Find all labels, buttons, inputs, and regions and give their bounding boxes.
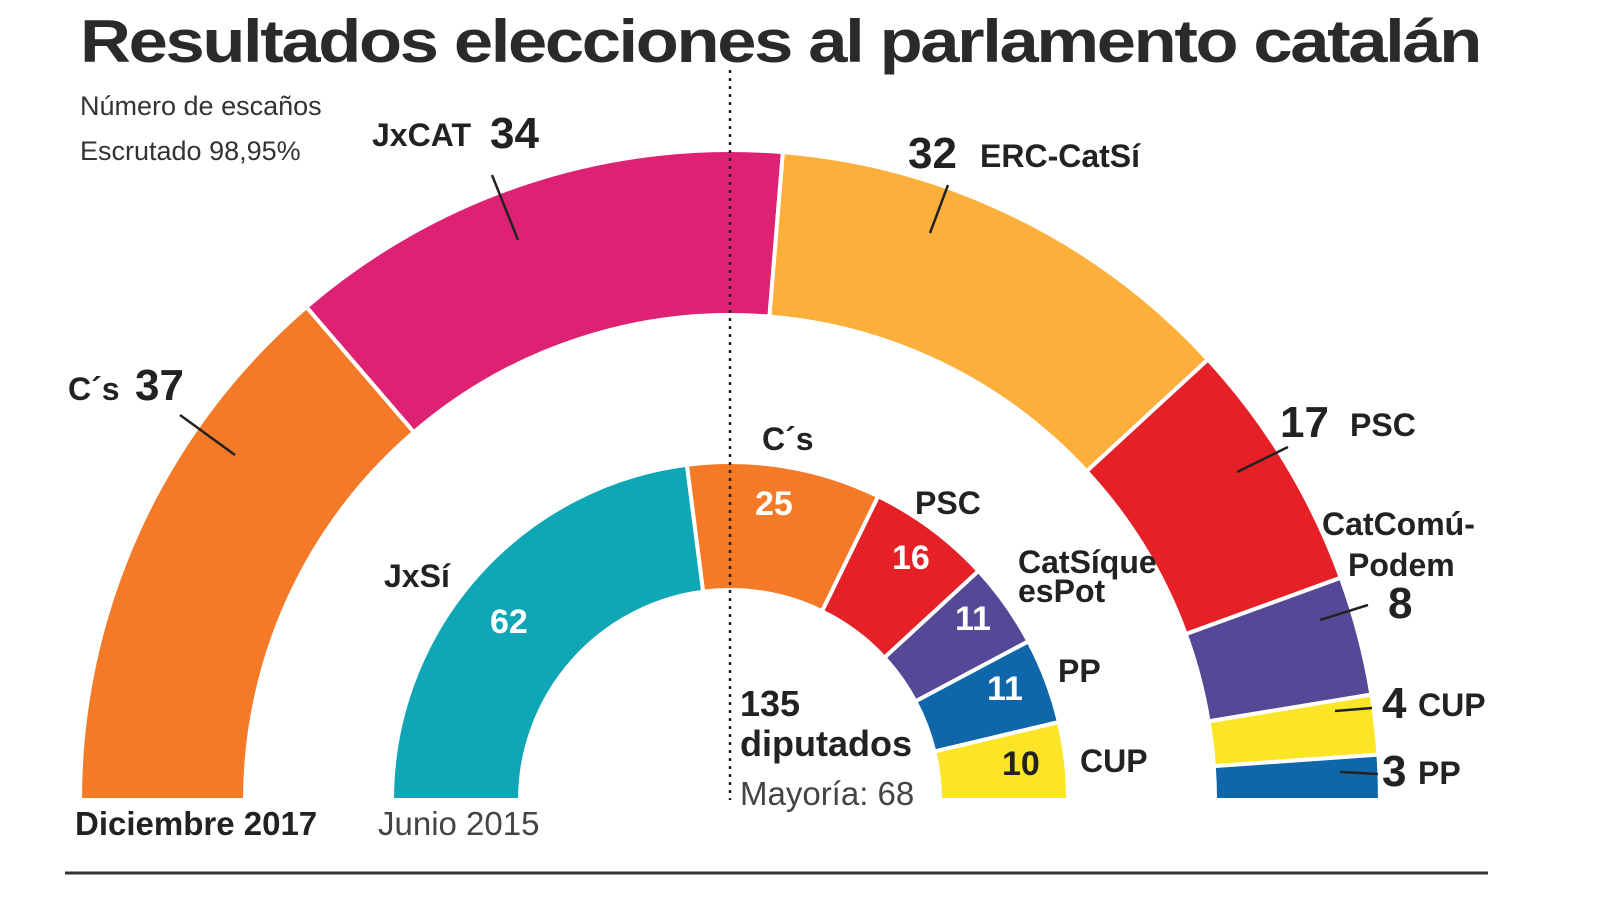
majority-label: Mayoría: 68 [740, 775, 914, 812]
leader-cs [179, 413, 236, 457]
outer-label-erc-seats: 32 [908, 129, 957, 178]
inner-label-catsique-seats: 11 [955, 600, 991, 638]
outer-label-catcomu-name: CatComú- [1322, 506, 1475, 542]
inner-label-cup-name: CUP [1080, 743, 1148, 779]
leader-pp [1339, 770, 1379, 776]
outer-arc-jxcat [303, 148, 786, 435]
total-label: diputados [740, 723, 912, 764]
inner-label-cs-name: C´s [762, 421, 814, 457]
outer-label-cup-seats: 4 [1382, 679, 1407, 728]
inner-label-cs-seats: 25 [755, 485, 793, 523]
inner-label-pp-seats: 11 [987, 670, 1023, 708]
total-seats: 135 [740, 683, 800, 724]
leader-jxcat [490, 174, 520, 241]
period-outer-label: Diciembre 2017 [75, 805, 317, 842]
inner-label-catsique-name: CatSíque [1018, 544, 1157, 580]
outer-hemicycle [77, 148, 1383, 802]
outer-label-psc-seats: 17 [1280, 398, 1329, 447]
outer-label-catcomu-name2: Podem [1348, 547, 1455, 583]
period-inner-label: Junio 2015 [378, 805, 539, 842]
outer-labels: C´s 37 JxCAT 34 32 ERC-CatSí 17 PSC CatC… [68, 109, 1486, 796]
inner-label-jxsi-seats: 62 [490, 603, 528, 641]
outer-label-jxcat-seats: 34 [490, 109, 539, 158]
inner-label-psc-name: PSC [915, 485, 981, 521]
inner-hemicycle [389, 460, 1071, 802]
outer-label-psc-name: PSC [1350, 407, 1416, 443]
chart-subtitle: Número de escaños [80, 91, 322, 121]
scrutiny-note: Escrutado 98,95% [80, 136, 301, 166]
outer-label-catcomu-seats: 8 [1388, 579, 1412, 628]
outer-label-cs-seats: 37 [135, 361, 184, 410]
inner-label-jxsi-name: JxSí [384, 558, 451, 594]
outer-label-pp-seats: 3 [1382, 747, 1406, 796]
outer-label-pp-name: PP [1418, 755, 1461, 791]
inner-arc-cup [931, 719, 1071, 802]
leader-psc [1236, 445, 1289, 474]
chart-title: Resultados elecciones al parlamento cata… [80, 8, 1480, 75]
outer-label-cs-name: C´s [68, 371, 120, 407]
outer-label-jxcat-name: JxCAT [372, 117, 471, 153]
inner-label-pp-name: PP [1058, 653, 1101, 689]
inner-arc-jxs [389, 462, 706, 802]
leader-catcomu [1319, 603, 1369, 622]
outer-arc-c-s [77, 304, 417, 802]
inner-label-cup-seats: 10 [1002, 745, 1040, 783]
leader-erc [928, 184, 950, 234]
outer-label-cup-name: CUP [1418, 687, 1486, 723]
outer-arc-pp [1211, 752, 1383, 802]
inner-label-catsique-name2: esPot [1018, 573, 1105, 609]
outer-label-erc-name: ERC-CatSí [980, 138, 1141, 174]
leader-cup [1334, 706, 1373, 713]
inner-label-psc-seats: 16 [892, 539, 930, 577]
inner-labels: JxSí 62 C´s 25 PSC 16 CatSíque esPot 11 … [384, 421, 1157, 783]
